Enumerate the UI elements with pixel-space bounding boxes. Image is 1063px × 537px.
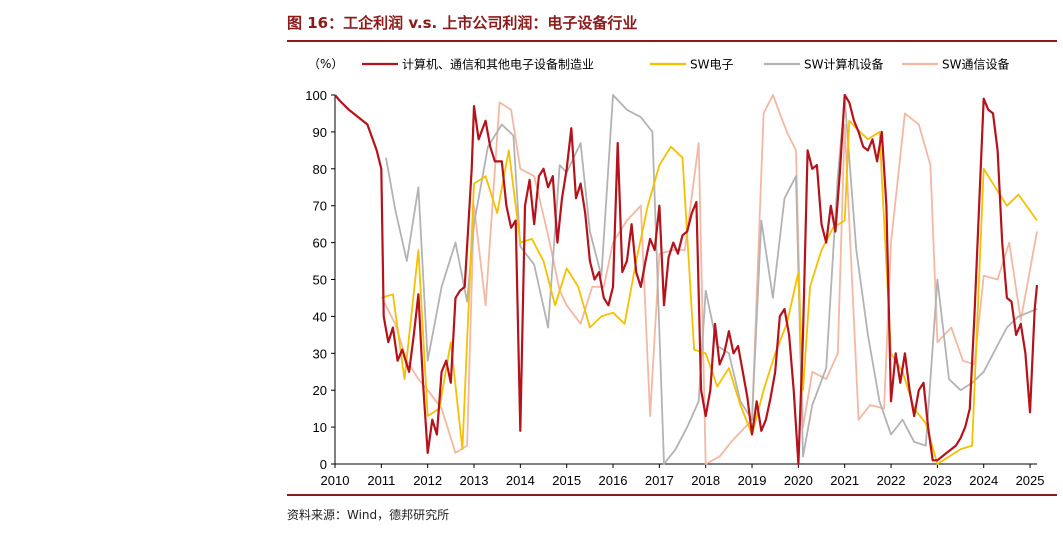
chart-legend: 计算机、通信和其他电子设备制造业 SW电子 SW计算机设备 SW通信设备 [362,57,1009,72]
x-tick-label: 2013 [460,473,489,488]
x-tick-label: 2025 [1016,473,1045,488]
series-line-3 [385,94,1038,465]
series-line-4 [382,94,1038,465]
x-tick-label: 2016 [599,473,628,488]
x-tick-label: 2010 [321,473,350,488]
x-tick-label: 2017 [645,473,674,488]
y-tick-label: 40 [313,309,327,324]
y-tick-label: 90 [313,125,327,140]
x-tick-label: 2019 [738,473,767,488]
y-tick-label: 100 [305,88,327,103]
x-tick-label: 2021 [830,473,859,488]
x-tick-label: 2024 [969,473,998,488]
series-line-1 [334,93,1039,466]
footer-rule [287,494,1057,496]
y-tick-label: 20 [313,383,327,398]
x-tick-label: 2020 [784,473,813,488]
y-tick-label: 30 [313,346,327,361]
x-tick-label: 2015 [552,473,581,488]
legend-label: 计算机、通信和其他电子设备制造业 [402,57,594,72]
x-tick-label: 2023 [923,473,952,488]
y-tick-label: 10 [313,420,327,435]
x-tick-label: 2011 [367,473,395,488]
legend-label: SW计算机设备 [804,57,883,72]
y-tick-label: 50 [313,273,327,288]
x-tick-label: 2014 [506,473,535,488]
y-axis-label: （%） [308,57,343,71]
y-tick-label: 60 [313,236,327,251]
x-tick-label: 2022 [877,473,906,488]
chart-series [334,93,1039,466]
legend-label: SW通信设备 [942,58,1009,72]
chart-axes: 0 10 20 30 40 50 60 70 80 90 100 2010 2011 2012 2013 20… [305,88,1044,488]
x-tick-label: 2012 [413,473,442,488]
y-tick-label: 0 [320,457,327,472]
x-tick-label: 2018 [691,473,720,488]
y-tick-label: 70 [313,199,327,214]
series-line-2 [381,119,1038,465]
title-rule [287,40,1057,42]
source-note: 资料来源：Wind，德邦研究所 [287,508,450,522]
legend-label: SW电子 [690,58,733,72]
y-tick-label: 80 [313,162,327,177]
figure-title: 图 16：工企利润 v.s. 上市公司利润：电子设备行业 [287,14,638,32]
